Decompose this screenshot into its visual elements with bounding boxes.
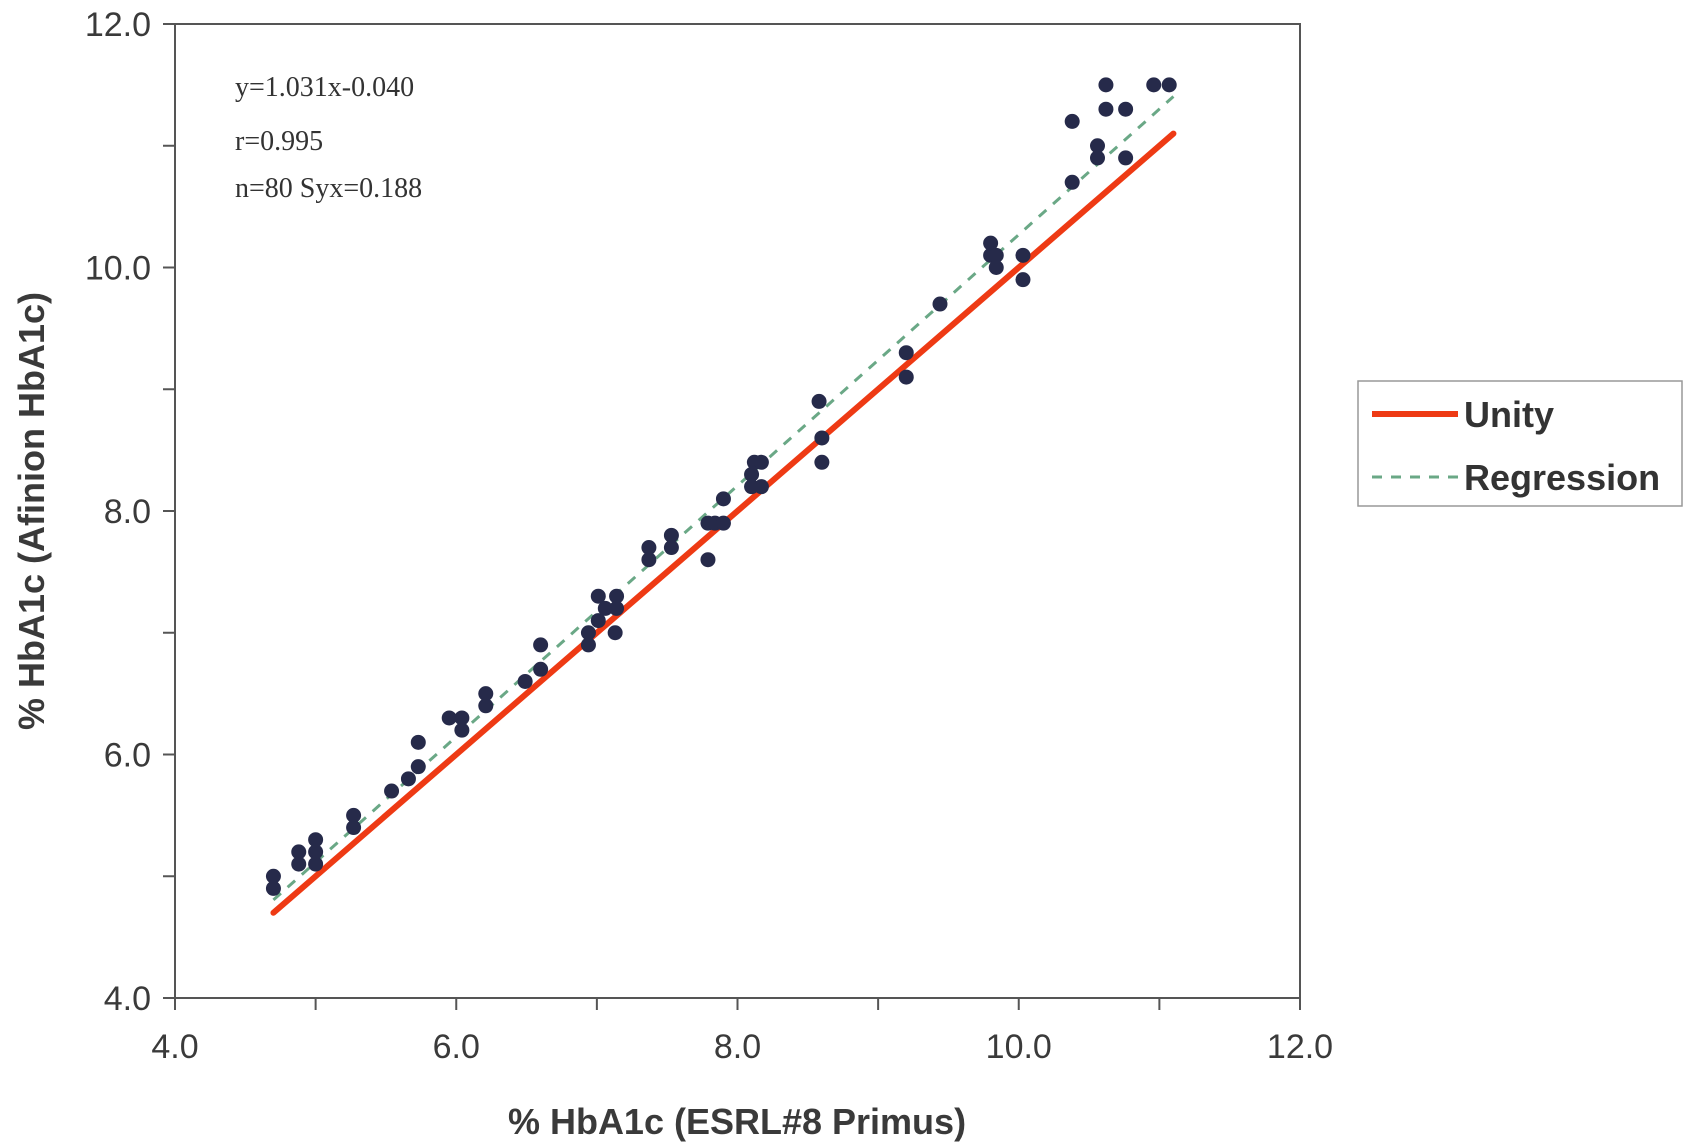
regression-annotations: y=1.031x-0.040 r=0.995 n=80 Syx=0.188 [235, 72, 422, 204]
data-point-7 [346, 820, 362, 836]
data-point-6 [308, 832, 324, 848]
data-point-42 [753, 454, 769, 470]
data-points [265, 77, 1177, 896]
data-point-48 [932, 296, 948, 312]
data-point-27 [609, 600, 625, 616]
y-tick-label-0: 4.0 [104, 980, 151, 1018]
data-point-0 [265, 880, 281, 896]
data-point-44 [814, 430, 830, 446]
data-point-29 [641, 552, 657, 568]
data-point-19 [533, 661, 549, 677]
data-point-50 [983, 235, 999, 251]
data-point-2 [291, 856, 307, 872]
data-point-63 [1146, 77, 1162, 93]
data-point-39 [744, 466, 760, 482]
axis-ticks [163, 23, 1301, 1010]
data-point-25 [597, 600, 613, 616]
data-point-58 [1090, 138, 1105, 154]
data-point-28 [609, 588, 625, 604]
data-point-8 [346, 807, 362, 823]
data-point-24 [590, 588, 606, 604]
legend: Unity Regression [1357, 380, 1683, 507]
x-tick-label-2: 8.0 [714, 1028, 761, 1066]
data-point-1 [265, 868, 281, 884]
data-point-61 [1118, 150, 1134, 166]
data-point-23 [590, 613, 606, 629]
x-tick-label-3: 10.0 [986, 1028, 1052, 1066]
data-point-9 [384, 783, 400, 799]
data-point-53 [1015, 272, 1031, 288]
annotation-n-syx: n=80 Syx=0.188 [235, 173, 422, 204]
legend-label-regression: Regression [1464, 457, 1660, 498]
data-point-57 [1090, 150, 1105, 166]
data-point-22 [580, 625, 596, 641]
data-point-45 [814, 454, 830, 470]
data-point-11 [410, 759, 426, 775]
data-point-17 [478, 686, 494, 702]
data-point-60 [1098, 77, 1114, 93]
data-point-33 [700, 552, 716, 568]
data-point-37 [715, 491, 731, 507]
data-point-18 [517, 673, 533, 689]
data-point-55 [1064, 174, 1080, 190]
x-tick-label-1: 6.0 [433, 1028, 480, 1066]
data-point-43 [811, 393, 827, 409]
y-tick-label-2: 8.0 [104, 493, 151, 531]
data-point-52 [988, 247, 1004, 263]
data-point-36 [715, 515, 731, 531]
data-point-56 [1064, 113, 1080, 129]
data-point-14 [454, 722, 470, 738]
data-point-10 [400, 771, 416, 787]
data-point-13 [441, 710, 457, 726]
annotation-equation: y=1.031x-0.040 [235, 72, 414, 103]
data-point-51 [988, 260, 1004, 275]
data-point-20 [533, 637, 549, 653]
y-tick-label-4: 12.0 [85, 6, 151, 44]
data-point-4 [308, 856, 324, 872]
y-tick-label-3: 10.0 [85, 250, 151, 288]
data-point-54 [1015, 247, 1031, 263]
x-axis-title: % HbA1c (ESRL#8 Primus) [508, 1101, 966, 1142]
data-point-21 [580, 637, 596, 653]
data-point-47 [898, 345, 914, 361]
data-point-46 [898, 369, 914, 385]
data-point-16 [478, 698, 494, 714]
data-point-59 [1098, 101, 1114, 117]
data-point-12 [410, 734, 426, 750]
x-tick-label-0: 4.0 [151, 1028, 198, 1066]
data-point-26 [607, 625, 623, 641]
data-point-5 [308, 844, 324, 860]
x-tick-labels: 4.0 6.0 8.0 10.0 12.0 [151, 1028, 1333, 1066]
data-point-62 [1118, 101, 1134, 117]
data-point-32 [663, 527, 679, 543]
annotation-r: r=0.995 [235, 126, 323, 157]
legend-label-unity: Unity [1464, 394, 1554, 435]
legend-box [1357, 380, 1683, 507]
data-point-30 [641, 540, 657, 556]
data-point-3 [291, 844, 307, 860]
y-axis-title: % HbA1c (Afinion HbA1c) [11, 292, 52, 730]
data-point-41 [753, 479, 769, 495]
x-tick-label-4: 12.0 [1267, 1028, 1333, 1066]
data-point-64 [1161, 77, 1177, 93]
y-tick-labels: 4.0 6.0 8.0 10.0 12.0 [85, 6, 151, 1018]
data-point-31 [663, 540, 679, 556]
y-tick-label-1: 6.0 [104, 737, 151, 775]
data-point-15 [454, 710, 470, 726]
